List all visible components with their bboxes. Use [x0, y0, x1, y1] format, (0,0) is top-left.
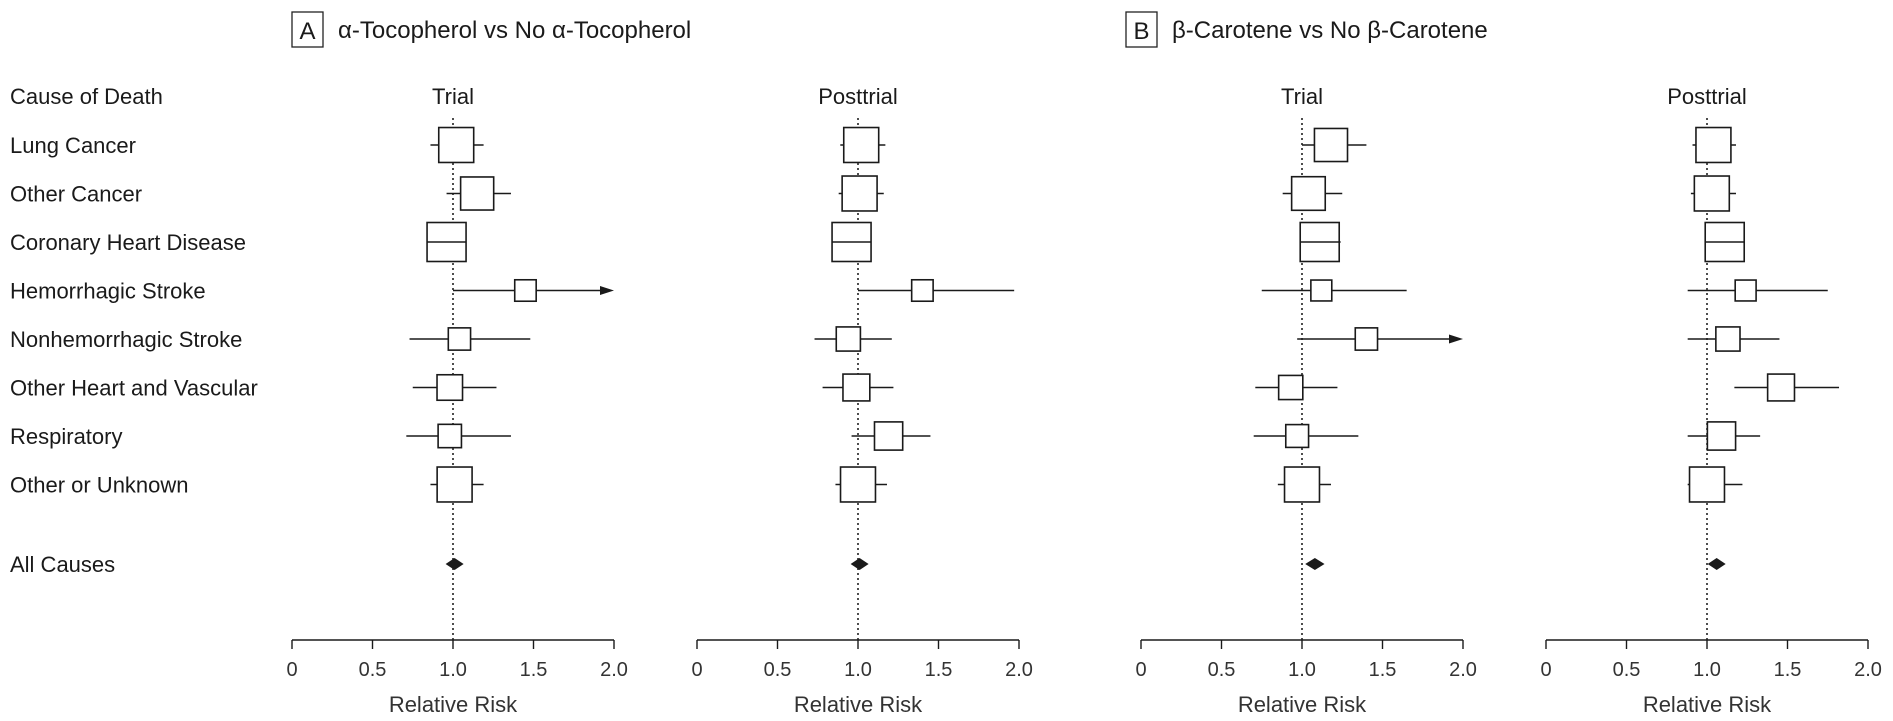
x-tick-label: 0.5: [1613, 659, 1641, 681]
panel-b-header: B β-Carotene vs No β-Carotene: [1125, 11, 1488, 48]
point-estimate-box: [1310, 279, 1333, 302]
summary-diamond: [1305, 558, 1325, 570]
cause-label: Nonhemorrhagic Stroke: [10, 327, 242, 352]
point-estimate-box: [513, 278, 537, 303]
cause-label: Hemorrhagic Stroke: [10, 279, 206, 304]
point-estimate-box: [437, 126, 475, 164]
point-estimate-box: [841, 175, 878, 212]
x-tick-label: 2.0: [1449, 659, 1477, 681]
point-estimate-box: [1284, 423, 1310, 449]
x-axis-label: Relative Risk: [389, 692, 518, 717]
point-estimate-box: [835, 326, 862, 352]
x-tick-label: 2.0: [1005, 659, 1033, 681]
forest-subplot: Posttrial 0 0.5 1.0 1.5 2.0 Relative Risk: [691, 84, 1032, 717]
point-estimate-box: [842, 126, 880, 164]
ci-arrow: [600, 286, 614, 295]
x-tick-label: 2.0: [600, 659, 628, 681]
point-estimate-box: [1313, 127, 1349, 163]
x-tick-label: 0: [1540, 659, 1551, 681]
subplot-title: Trial: [1281, 84, 1323, 109]
point-estimate-box: [436, 466, 473, 503]
point-estimate-box: [1354, 327, 1379, 351]
point-estimate-box: [910, 278, 934, 303]
x-tick-label: 0: [286, 659, 297, 681]
cause-label: Lung Cancer: [10, 133, 136, 158]
point-estimate-box: [1283, 466, 1321, 503]
panel-b-title: β-Carotene vs No β-Carotene: [1172, 17, 1488, 44]
point-estimate-box: [842, 373, 871, 402]
x-tick-label: 1.0: [844, 659, 872, 681]
point-estimate-box: [1693, 175, 1731, 212]
point-estimate-box: [447, 327, 472, 351]
x-tick-label: 1.5: [1774, 659, 1802, 681]
subplot-title: Trial: [432, 84, 474, 109]
subplot-title: Posttrial: [818, 84, 897, 109]
x-tick-label: 1.0: [1288, 659, 1316, 681]
subplot-title: Posttrial: [1667, 84, 1746, 109]
point-estimate-box: [1706, 421, 1737, 451]
panel-a-title: α-Tocopherol vs No α-Tocopherol: [338, 17, 691, 44]
summary-diamond: [445, 558, 464, 570]
point-estimate-box: [1277, 374, 1304, 401]
x-axis-label: Relative Risk: [1238, 692, 1367, 717]
point-estimate-box: [1695, 126, 1732, 164]
panel-a-header: A α-Tocopherol vs No α-Tocopherol: [291, 11, 691, 48]
point-estimate-box: [1715, 326, 1741, 352]
x-axis-label: Relative Risk: [1643, 692, 1772, 717]
x-tick-label: 1.0: [1693, 659, 1721, 681]
point-estimate-box: [839, 466, 877, 503]
forest-subplot: Trial 0 0.5 1.0 1.5 2.0 Relative Risk: [286, 84, 627, 717]
panel-b-letter-box: [1125, 11, 1158, 48]
forest-subplot: Trial 0 0.5 1.0 1.5 2.0 Relative Risk: [1135, 84, 1476, 717]
cause-label: Other or Unknown: [10, 473, 189, 498]
cause-label: Other Cancer: [10, 182, 142, 207]
x-tick-label: 1.5: [1369, 659, 1397, 681]
x-tick-label: 2.0: [1854, 659, 1882, 681]
x-tick-label: 0.5: [359, 659, 387, 681]
panel-a-letter: A: [299, 18, 315, 45]
point-estimate-box: [1766, 373, 1796, 402]
x-tick-label: 0: [691, 659, 702, 681]
point-estimate-box: [1688, 466, 1726, 503]
rows-header: Cause of Death: [10, 84, 163, 109]
panel-b-letter: B: [1133, 18, 1149, 45]
x-tick-label: 1.5: [520, 659, 548, 681]
cause-label: Respiratory: [10, 424, 122, 449]
point-estimate-box: [1290, 175, 1327, 212]
cause-label: Other Heart and Vascular: [10, 376, 258, 401]
summary-label: All Causes: [10, 552, 115, 577]
forest-subplot: Posttrial 0 0.5 1.0 1.5 2.0 Relative Risk: [1540, 84, 1881, 717]
summary-diamond: [850, 558, 869, 570]
x-tick-label: 1.5: [925, 659, 953, 681]
point-estimate-box: [437, 423, 463, 449]
summary-diamond: [1707, 558, 1726, 570]
x-tick-label: 0.5: [764, 659, 792, 681]
ci-arrow: [1449, 334, 1463, 344]
x-tick-label: 1.0: [439, 659, 467, 681]
point-estimate-box: [459, 176, 495, 211]
x-axis-label: Relative Risk: [794, 692, 923, 717]
panel-a-letter-box: [291, 11, 324, 48]
point-estimate-box: [436, 373, 464, 402]
x-tick-label: 0.5: [1208, 659, 1236, 681]
point-estimate-box: [1734, 279, 1757, 302]
cause-labels: Cause of Death Lung Cancer Other Cancer Co…: [10, 84, 258, 577]
cause-label: Coronary Heart Disease: [10, 230, 246, 255]
x-tick-label: 0: [1135, 659, 1146, 681]
point-estimate-box: [873, 421, 904, 451]
